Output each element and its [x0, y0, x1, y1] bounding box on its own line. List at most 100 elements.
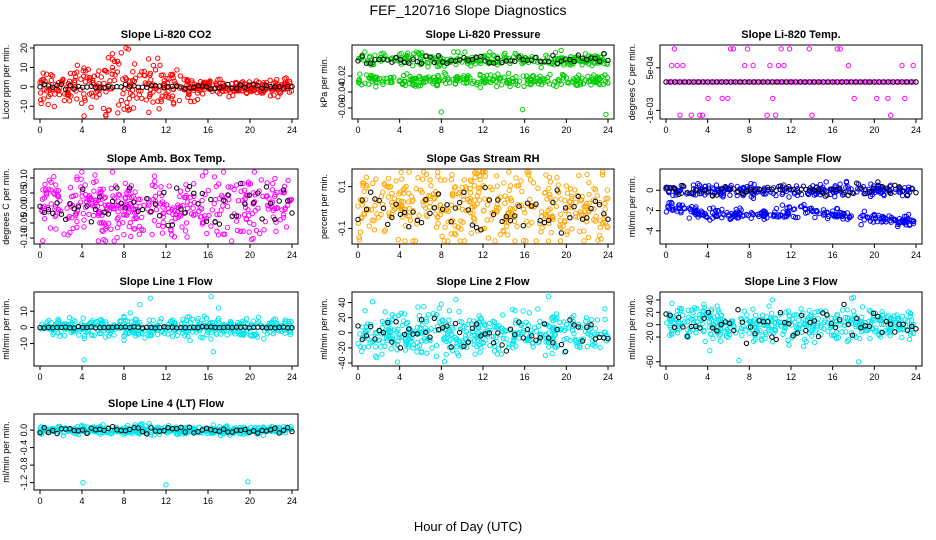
data-point: [858, 222, 864, 228]
data-point: [81, 113, 87, 119]
data-point: [796, 317, 802, 323]
data-point: [758, 79, 765, 85]
data-point: [109, 51, 116, 57]
data-point: [127, 78, 133, 84]
data-point: [487, 49, 493, 55]
data-point: [122, 75, 129, 81]
data-point: [435, 173, 441, 180]
data-point: [86, 91, 93, 97]
data-point: [786, 46, 793, 52]
data-point: [427, 199, 433, 206]
data-point: [548, 229, 554, 236]
panel-title: Slope Li-820 CO2: [121, 29, 211, 41]
data-point: [495, 346, 502, 352]
data-point: [477, 349, 483, 355]
data-point: [553, 203, 559, 210]
data-point: [579, 75, 585, 82]
data-point: [363, 72, 370, 78]
data-point: [142, 335, 148, 341]
data-point: [494, 183, 501, 189]
data-point: [506, 187, 512, 194]
panel-slope-li-820-temp: Slope Li-820 Temp.degrees C per min.0 4 8 1…: [627, 29, 923, 135]
data-point: [168, 95, 175, 102]
data-point: [67, 184, 74, 191]
data-point: [533, 328, 539, 334]
data-point: [361, 188, 367, 195]
x-tick-label: 12: [161, 372, 171, 382]
data-point: [41, 87, 47, 93]
data-point: [208, 336, 214, 342]
y-tick-label: 5e-04: [645, 56, 655, 79]
data-point: [203, 169, 209, 175]
data-point: [586, 191, 592, 198]
data-point: [594, 317, 601, 323]
data-point: [368, 75, 375, 82]
data-point: [770, 95, 776, 102]
data-point: [208, 196, 214, 203]
data-point: [605, 80, 611, 86]
data-point: [602, 206, 608, 212]
y-tick-label: -40: [337, 356, 347, 369]
data-point: [253, 227, 260, 234]
data-point: [529, 57, 535, 63]
data-point: [590, 78, 597, 84]
data-point: [663, 209, 670, 215]
data-point: [520, 308, 526, 314]
data-point: [462, 238, 468, 244]
data-point: [564, 190, 571, 196]
data-point: [702, 338, 708, 345]
data-point: [512, 238, 518, 244]
data-point: [786, 194, 792, 200]
x-tick-label: 12: [478, 125, 488, 135]
data-point: [567, 56, 573, 63]
series-0-points: [356, 47, 611, 118]
data-point: [73, 74, 79, 80]
data-point: [373, 84, 379, 90]
data-point: [166, 183, 172, 189]
data-point: [118, 97, 125, 104]
data-point: [202, 191, 208, 198]
data-point: [602, 306, 608, 312]
data-point: [123, 45, 129, 51]
data-point: [744, 46, 751, 52]
data-point: [430, 78, 436, 84]
x-tick-label: 4: [397, 125, 402, 135]
data-point: [356, 77, 362, 83]
data-point: [506, 169, 512, 175]
data-point: [132, 75, 139, 81]
data-point: [122, 180, 129, 187]
y-axis-label: ml/min per min.: [1, 421, 11, 483]
data-point: [562, 197, 568, 204]
data-point: [750, 306, 756, 312]
data-point: [476, 197, 483, 203]
panel-title: Slope Li-820 Temp.: [741, 29, 840, 41]
data-point: [743, 340, 750, 346]
data-point: [456, 189, 463, 196]
data-point: [506, 80, 513, 87]
x-tick-label: 4: [705, 250, 710, 260]
data-point: [575, 52, 581, 58]
data-point: [677, 112, 683, 118]
data-point: [215, 305, 222, 311]
data-point: [739, 332, 745, 339]
data-point: [430, 74, 437, 81]
data-point: [373, 344, 379, 350]
data-point: [764, 112, 770, 118]
series-1-points: [355, 51, 611, 67]
data-point: [449, 172, 455, 178]
data-point: [369, 299, 376, 305]
data-point: [157, 62, 163, 69]
data-point: [699, 112, 706, 118]
data-point: [601, 51, 607, 57]
data-point: [580, 81, 587, 87]
data-point: [410, 63, 416, 69]
x-tick-label: 4: [705, 372, 710, 382]
data-point: [490, 60, 497, 66]
data-point: [535, 185, 541, 192]
data-point: [812, 309, 818, 316]
data-point: [746, 330, 752, 336]
data-point: [251, 221, 257, 228]
y-tick-label: -0.04: [337, 82, 347, 103]
data-point: [558, 81, 564, 87]
data-point: [468, 63, 474, 69]
